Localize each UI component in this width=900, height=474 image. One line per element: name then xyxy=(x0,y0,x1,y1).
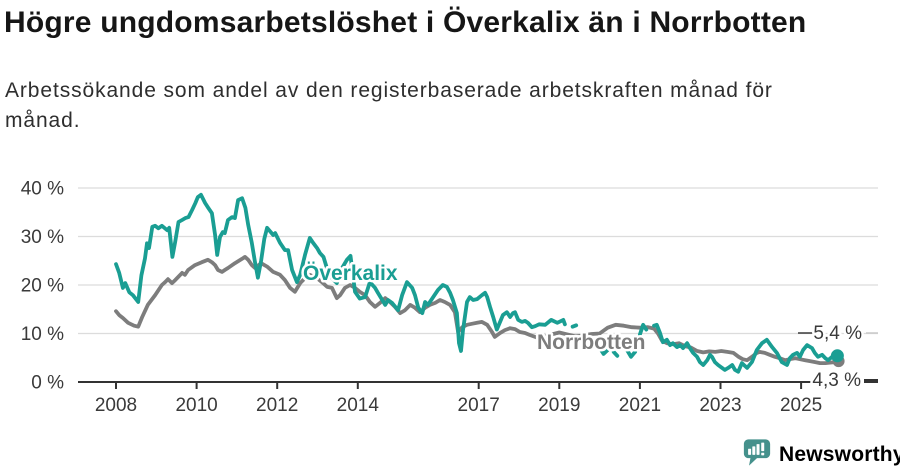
brand-footer: Newsworthy xyxy=(742,437,900,473)
series-line-overkalix xyxy=(638,322,649,337)
series-line-overkalix xyxy=(114,192,567,353)
x-axis-label: 2010 xyxy=(175,395,217,416)
newsworthy-logo-icon xyxy=(742,437,772,473)
y-axis-label: 20 % xyxy=(21,276,64,297)
y-axis-label: 0 % xyxy=(31,373,64,394)
page-title: Högre ungdomsarbetslöshet i Överkalix än… xyxy=(4,6,807,39)
series-line-overkalix xyxy=(625,348,637,359)
series-line-overkalix xyxy=(611,350,620,358)
x-axis-label: 2023 xyxy=(699,395,741,416)
series-label-norrbotten: Norrbotten xyxy=(537,331,646,354)
y-axis-label: 10 % xyxy=(21,324,64,345)
x-axis-label: 2025 xyxy=(780,395,822,416)
end-label-backplate xyxy=(812,370,864,391)
x-axis-label: 2014 xyxy=(337,395,380,416)
y-axis-label: 30 % xyxy=(21,227,64,248)
chart-subtitle: Arbetssökande som andel av den registerb… xyxy=(5,79,773,132)
x-axis-label: 2012 xyxy=(256,395,298,416)
end-value-label-norrbotten: 4,3 % xyxy=(812,370,861,391)
series-line-overkalix xyxy=(598,347,610,356)
end-value-label-overkalix: 5,4 % xyxy=(813,323,862,344)
x-axis-label: 2019 xyxy=(538,395,580,416)
series-line-overkalix xyxy=(652,322,840,374)
x-axis-label: 2021 xyxy=(619,395,661,416)
x-axis-label: 2008 xyxy=(95,395,137,416)
series-label-overkalix: Överkalix xyxy=(303,262,398,285)
y-axis-label: 40 % xyxy=(21,179,64,200)
brand-name: Newsworthy xyxy=(779,443,900,466)
series-line-overkalix xyxy=(570,323,579,329)
series-line-norrbotten xyxy=(114,254,841,365)
end-dot-overkalix xyxy=(830,349,844,363)
x-axis-label: 2017 xyxy=(458,395,500,416)
